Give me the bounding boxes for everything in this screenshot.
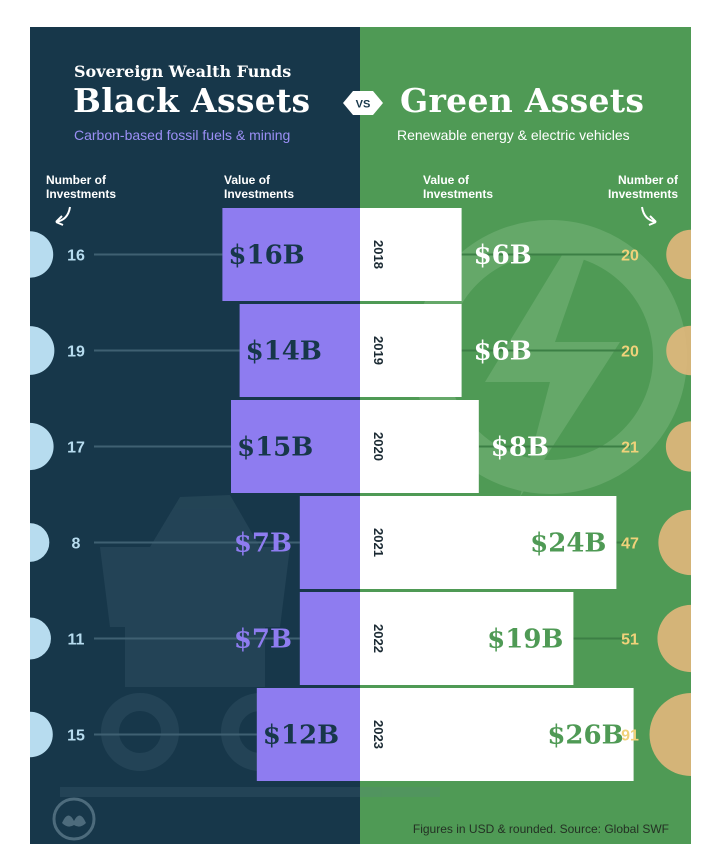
count-label-green: 20 [621,248,639,265]
left-count-label: Number of Investments [46,173,117,201]
count-bubble-green [649,693,691,776]
count-label-black: 11 [68,632,85,649]
curved-arrow-icon-right [641,206,657,223]
bar-green-assets [360,688,634,781]
value-label-green: $8B [491,433,549,463]
count-label-green: 91 [621,728,639,745]
bar-green-assets [360,304,462,397]
left-value-label: Value of Investments [224,173,295,201]
year-label: 2022 [371,624,386,653]
value-label-black: $7B [234,625,292,655]
count-bubble-green [666,229,691,280]
value-label-green: $19B [487,625,563,655]
value-label-green: $6B [474,337,532,367]
bar-green-assets [360,592,574,685]
value-label-black: $15B [237,433,313,463]
value-label-green: $24B [530,529,606,559]
count-bubble-black [30,326,55,375]
count-bubble-black [30,422,54,471]
year-label: 2018 [371,240,386,269]
infographic-panel: Sovereign Wealth Funds Black Assets Gree… [30,27,691,844]
count-bubble-green [666,325,691,376]
count-bubble-green [665,421,691,472]
bar-green-assets [360,400,479,493]
count-bubble-black [30,231,54,278]
subtitle-black-assets: Carbon-based fossil fuels & mining [74,127,291,143]
count-label-green: 21 [621,440,639,457]
right-count-label: Number of Investments [607,173,678,201]
bar-green-assets [360,208,462,301]
count-label-black: 15 [67,728,85,745]
year-label: 2020 [371,432,386,461]
count-bubble-black [30,711,53,758]
count-bubble-black [30,523,50,562]
bar-black-assets [299,496,360,589]
count-label-black: 19 [67,344,85,361]
value-label-black: $14B [246,337,322,367]
bar-black-assets [222,208,360,301]
bar-black-assets [299,592,360,685]
title-black-assets: Black Assets [73,81,311,120]
count-label-black: 8 [72,536,81,553]
count-bubble-black [30,617,51,660]
count-bubble-green [657,604,691,673]
right-value-label: Value of Investments [423,173,494,201]
curved-arrow-icon-left [55,206,71,223]
count-label-black: 16 [67,248,85,265]
bar-green-assets [360,496,617,589]
value-label-black: $12B [263,721,339,751]
value-label-green: $6B [474,241,532,271]
value-label-green: $26B [547,721,623,751]
year-label: 2023 [371,720,386,749]
source-note: Figures in USD & rounded. Source: Global… [412,822,669,836]
value-label-black: $7B [234,529,292,559]
vs-badge: VS [343,91,383,115]
count-label-green: 20 [621,344,639,361]
year-label: 2019 [371,336,386,365]
count-label-green: 47 [621,536,639,553]
bar-black-assets [239,304,360,397]
supertitle: Sovereign Wealth Funds [74,62,292,81]
year-label: 2021 [371,528,386,557]
value-label-black: $16B [228,241,304,271]
title-green-assets: Green Assets [400,81,645,120]
publisher-logo [52,797,96,841]
arrow-icons [55,206,657,226]
count-label-black: 17 [67,440,85,457]
bar-black-assets [231,400,360,493]
count-label-green: 51 [621,632,639,649]
subtitle-green-assets: Renewable energy & electric vehicles [397,127,630,143]
bar-black-assets [256,688,360,781]
vs-label: VS [356,99,371,111]
count-bubble-green [658,509,691,576]
